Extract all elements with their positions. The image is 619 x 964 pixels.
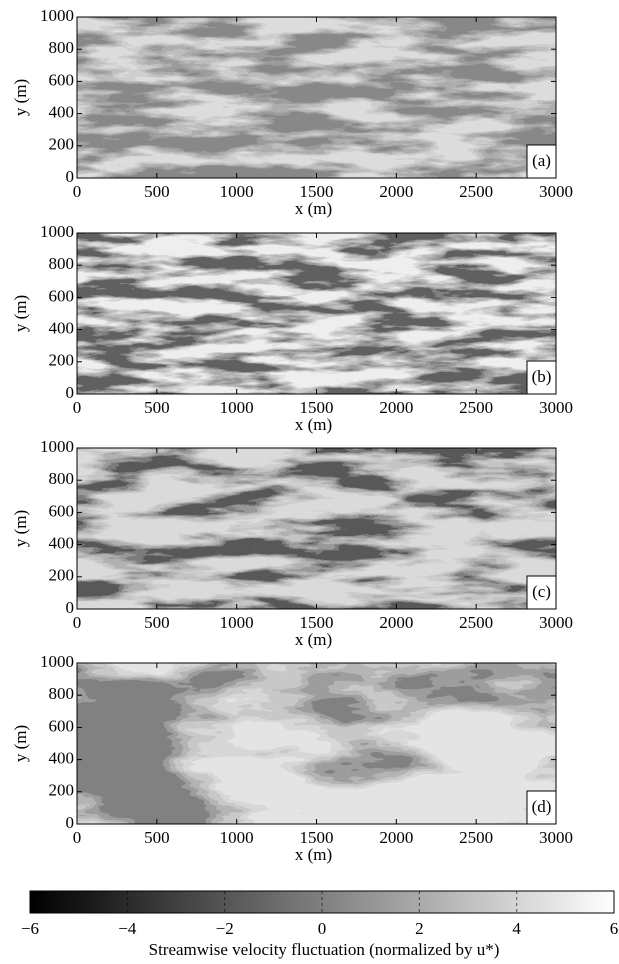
x-tick-label: 500 [144,182,170,201]
y-tick-label: 0 [66,813,75,832]
x-tick-label: 1000 [220,828,254,847]
panel-label-box [526,790,557,825]
x-tick-label: 500 [144,613,170,632]
x-tick-label: 2500 [459,828,493,847]
x-tick-label: 2500 [459,613,493,632]
y-tick-label: 600 [49,716,75,735]
x-tick-label: 500 [144,398,170,417]
y-tick-label: 800 [49,469,75,488]
y-tick-label: 1000 [40,6,74,25]
y-tick-label: 200 [49,781,75,800]
x-tick-label: 2500 [459,398,493,417]
x-tick-label: 3000 [539,613,573,632]
panel-label-box [526,575,557,610]
panel-label: (b) [532,367,552,386]
y-tick-label: 800 [49,254,75,273]
colorbar-tick-label: 0 [318,919,327,938]
x-tick-label: 3000 [539,182,573,201]
x-tick-label: 2000 [379,398,413,417]
colorbar-tick-label: 6 [610,919,619,938]
x-tick-label: 2000 [379,182,413,201]
x-axis-label: x (m) [295,199,332,218]
panel-label: (c) [532,582,551,601]
x-tick-label: 1500 [300,613,334,632]
x-axis-label: x (m) [295,630,332,649]
y-tick-label: 400 [49,749,75,768]
y-tick-label: 1000 [40,437,74,456]
y-axis-label: y (m) [11,510,30,547]
x-tick-label: 1500 [300,182,334,201]
y-axis-label: y (m) [11,725,30,762]
y-tick-label: 600 [49,70,75,89]
x-tick-label: 0 [73,613,82,632]
y-tick-label: 200 [49,135,75,154]
x-tick-label: 2500 [459,182,493,201]
y-axis-label: y (m) [11,79,30,116]
y-tick-label: 800 [49,38,75,57]
colorbar-tick-label: 2 [415,919,424,938]
colorbar-tick-label: −6 [21,919,39,938]
contour-field [77,17,556,178]
x-tick-label: 1000 [220,182,254,201]
colorbar-tick-label: 4 [512,919,521,938]
x-tick-label: 0 [73,828,82,847]
contour-field [77,448,556,609]
y-tick-label: 1000 [40,222,74,241]
x-tick-label: 3000 [539,828,573,847]
y-tick-label: 400 [49,319,75,338]
contour-field [77,233,556,394]
colorbar-tick-label: −4 [118,919,137,938]
x-axis-label: x (m) [295,845,332,864]
colorbar-tick-label: −2 [216,919,234,938]
y-tick-label: 800 [49,684,75,703]
colorbar-label: Streamwise velocity fluctuation (normali… [149,940,500,959]
panel-label: (d) [532,797,552,816]
x-axis-label: x (m) [295,415,332,434]
y-tick-label: 400 [49,534,75,553]
panel-label-box [526,360,557,395]
x-tick-label: 1500 [300,828,334,847]
x-tick-label: 0 [73,398,82,417]
y-tick-label: 0 [66,167,75,186]
x-tick-label: 0 [73,182,82,201]
x-tick-label: 500 [144,828,170,847]
x-tick-label: 2000 [379,613,413,632]
y-tick-label: 200 [49,566,75,585]
panel-label-box [526,144,557,179]
x-tick-label: 3000 [539,398,573,417]
contour-field [77,663,556,824]
panel-label: (a) [532,151,551,170]
x-tick-label: 2000 [379,828,413,847]
x-tick-label: 1500 [300,398,334,417]
y-tick-label: 400 [49,103,75,122]
x-tick-label: 1000 [220,613,254,632]
x-tick-label: 1000 [220,398,254,417]
y-tick-label: 200 [49,351,75,370]
y-tick-label: 0 [66,598,75,617]
y-tick-label: 600 [49,501,75,520]
y-tick-label: 1000 [40,652,74,671]
y-tick-label: 600 [49,286,75,305]
y-tick-label: 0 [66,383,75,402]
y-axis-label: y (m) [11,295,30,332]
